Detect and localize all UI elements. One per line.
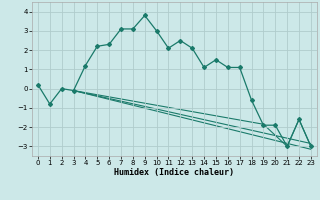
X-axis label: Humidex (Indice chaleur): Humidex (Indice chaleur) xyxy=(115,168,234,177)
